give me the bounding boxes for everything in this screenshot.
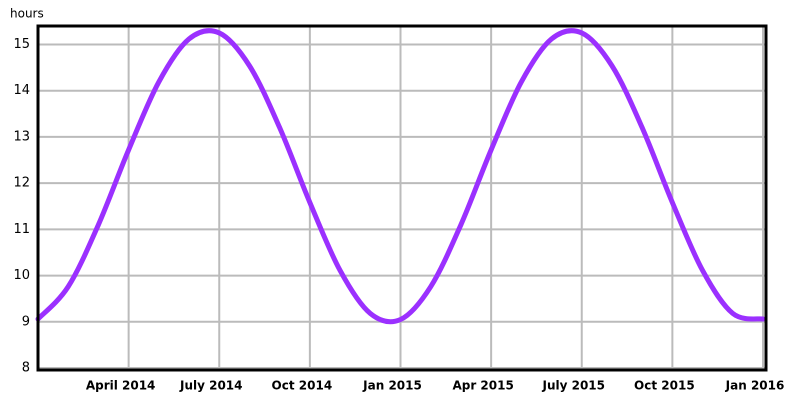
x-tick-label: Oct 2015 [634,379,695,393]
y-tick-label: 15 [13,37,30,52]
x-tick-label: Oct 2014 [272,379,333,393]
line [35,28,766,325]
y-tick-label: 12 [13,176,30,191]
x-tick-label: July 2015 [541,379,605,393]
y-tick-label: 11 [13,222,30,237]
x-tick-label: April 2014 [86,379,156,393]
y-tick-label: 10 [13,268,30,283]
plot [35,28,766,325]
y-axis-label: hours [10,7,44,21]
x-tick-label: Jan 2016 [725,379,785,393]
x-tick-label: July 2014 [179,379,243,393]
plot-frame [36,24,768,372]
y-tick-label: 9 [22,314,30,329]
y-tick-label: 14 [13,83,30,98]
x-tick-label: Apr 2015 [452,379,513,393]
y-tick-label: 8 [22,361,30,376]
y-tick-label: 13 [13,129,30,144]
x-tick-label: Jan 2015 [362,379,422,393]
